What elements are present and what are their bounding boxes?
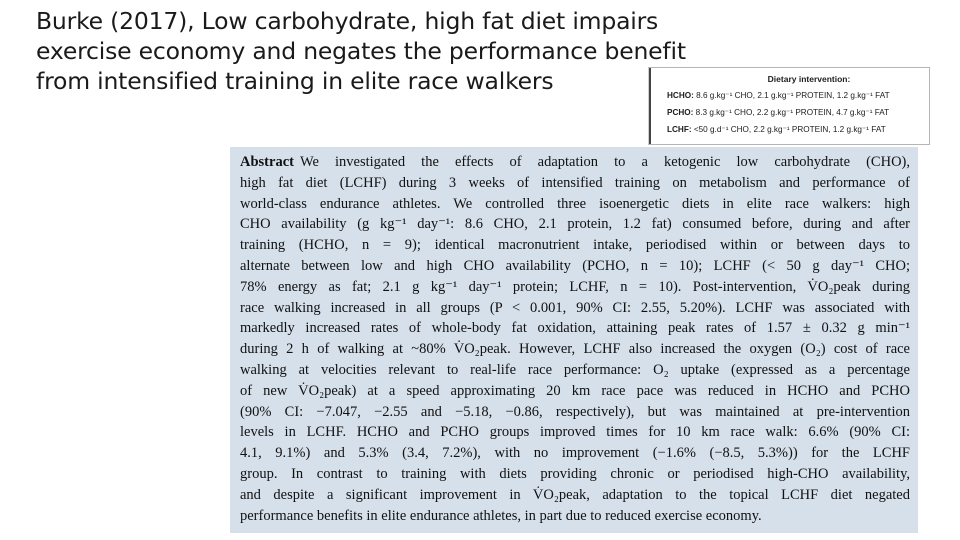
abstract-line: high fat diet (LCHF) during 3 weeks of i… bbox=[240, 174, 910, 191]
diet-row-label: LCHF: bbox=[667, 125, 692, 134]
abstract-line-text: We investigated the effects of adaptatio… bbox=[299, 154, 910, 170]
diet-row-text: 8.6 g.kg⁻¹ CHO, 2.1 g.kg⁻¹ PROTEIN, 1.2 … bbox=[693, 91, 890, 100]
slide-title: Burke (2017), Low carbohydrate, high fat… bbox=[36, 6, 686, 96]
abstract-box: Abstract We investigated the effects of a… bbox=[230, 147, 918, 533]
abstract-line: 4.1, 9.1%) and 5.3% (3.4, 7.2%), with no… bbox=[240, 445, 910, 462]
abstract-lead: Abstract bbox=[240, 154, 294, 170]
diet-box-header: Dietary intervention: bbox=[767, 74, 851, 84]
title-line: Burke (2017), Low carbohydrate, high fat… bbox=[36, 7, 659, 35]
abstract-line: markedly increased rates of whole-body f… bbox=[240, 320, 910, 337]
diet-row-text: 8.3 g.kg⁻¹ CHO, 2.2 g.kg⁻¹ PROTEIN, 4.7 … bbox=[693, 108, 890, 117]
diet-row-label: PCHO: bbox=[667, 108, 694, 117]
diet-row-label: HCHO: bbox=[667, 91, 694, 100]
abstract-line: during 2 h of walking at ~80% V̇O₂peak. … bbox=[240, 341, 910, 358]
diet-row-pcho: PCHO: 8.3 g.kg⁻¹ CHO, 2.2 g.kg⁻¹ PROTEIN… bbox=[667, 107, 889, 117]
abstract-line: 78% energy as fat; 2.1 g kg⁻¹ day⁻¹ prot… bbox=[240, 278, 910, 295]
abstract-line: walking at velocities relevant to real-l… bbox=[240, 361, 910, 378]
abstract-line: alternate between low and high CHO avail… bbox=[240, 257, 910, 274]
abstract-line: performance benefits in elite endurance … bbox=[240, 507, 762, 524]
abstract-line: group. In contrast to training with diet… bbox=[240, 465, 910, 482]
diet-row-lchf: LCHF: <50 g.d⁻¹ CHO, 2.2 g.kg⁻¹ PROTEIN,… bbox=[667, 124, 886, 134]
abstract-line: Abstract We investigated the effects of a… bbox=[240, 152, 910, 173]
abstract-line: CHO availability (g kg⁻¹ day⁻¹: 8.6 CHO,… bbox=[240, 216, 910, 233]
title-line: from intensified training in elite race … bbox=[36, 67, 554, 95]
abstract-line: and despite a significant improvement in… bbox=[240, 486, 910, 503]
abstract-line: training (HCHO, n = 9); identical macron… bbox=[240, 237, 910, 254]
diet-row-hcho: HCHO: 8.6 g.kg⁻¹ CHO, 2.1 g.kg⁻¹ PROTEIN… bbox=[667, 90, 890, 100]
dietary-intervention-box: Dietary intervention: HCHO: 8.6 g.kg⁻¹ C… bbox=[648, 67, 930, 145]
abstract-line: (90% CI: −7.047, −2.55 and −5.18, −0.86,… bbox=[240, 403, 910, 420]
diet-row-text: <50 g.d⁻¹ CHO, 2.2 g.kg⁻¹ PROTEIN, 1.2 g… bbox=[691, 125, 886, 134]
abstract-line: levels in LCHF. HCHO and PCHO groups imp… bbox=[240, 424, 910, 441]
abstract-line: of new V̇O₂peak) at a speed approximatin… bbox=[240, 382, 910, 399]
abstract-line: race walking increased in all groups (P … bbox=[240, 299, 910, 316]
title-line: exercise economy and negates the perform… bbox=[36, 37, 686, 65]
abstract-line: world-class endurance athletes. We contr… bbox=[240, 195, 910, 212]
